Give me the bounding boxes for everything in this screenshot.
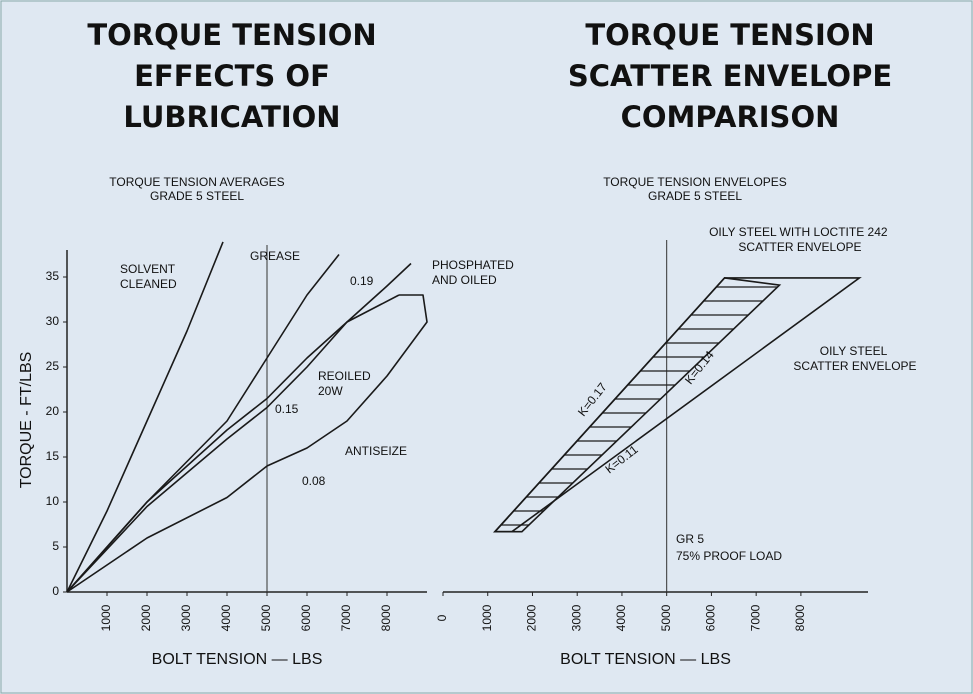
x-tick-label: 6000	[704, 604, 718, 631]
x-tick-label: 4000	[219, 604, 233, 631]
annotation: GR 5	[676, 532, 704, 546]
annotation: 0.15	[275, 402, 299, 416]
series-line	[66, 294, 400, 593]
chart-title: TORQUE TENSION	[585, 18, 874, 52]
x-tick-label: 2000	[139, 604, 153, 631]
chart-subtitle: GRADE 5 STEEL	[150, 189, 244, 203]
series-label: OILY STEEL WITH LOCTITE 242 SCATTER ENVE…	[709, 225, 891, 254]
series-label: PHOSPHATED AND OILED	[432, 258, 517, 287]
x-tick-label: 1000	[480, 604, 494, 631]
annotation: 0.08	[302, 474, 326, 488]
x-axis-label: BOLT TENSION — LBS	[152, 651, 323, 668]
y-tick-label: 0	[52, 584, 59, 598]
x-tick-label: 4000	[614, 604, 628, 631]
chart-subtitle: TORQUE TENSION ENVELOPES	[603, 175, 787, 189]
series-line	[66, 262, 412, 593]
y-tick-label: 25	[46, 359, 60, 373]
y-tick-label: 20	[46, 404, 60, 418]
annotation: 0.19	[350, 274, 374, 288]
chart-title: EFFECTS OF	[134, 59, 330, 93]
series-label: SOLVENT CLEANED	[120, 262, 178, 291]
x-tick-label: 6000	[299, 604, 313, 631]
y-tick-label: 35	[46, 269, 60, 283]
x-tick-label: 8000	[379, 604, 393, 631]
x-tick-label: 2000	[525, 604, 539, 631]
chart-title: SCATTER ENVELOPE	[568, 59, 892, 93]
chart-subtitle: GRADE 5 STEEL	[648, 189, 742, 203]
x-tick-label: 3000	[179, 604, 193, 631]
x-axis-label: BOLT TENSION — LBS	[560, 651, 731, 668]
series-line	[66, 241, 224, 593]
x-tick-label: 0	[435, 614, 449, 621]
y-tick-label: 30	[46, 314, 60, 328]
x-tick-label: 7000	[748, 604, 762, 631]
x-tick-label: 1000	[99, 604, 113, 631]
x-tick-label: 8000	[793, 604, 807, 631]
envelope	[493, 277, 862, 533]
chart-title: COMPARISON	[621, 100, 840, 134]
chart-title: TORQUE TENSION	[87, 18, 376, 52]
chart-title: LUBRICATION	[123, 100, 340, 134]
series-label: REOILED 20W	[318, 369, 374, 398]
y-tick-label: 5	[52, 539, 59, 553]
x-tick-label: 5000	[659, 604, 673, 631]
x-tick-label: 3000	[569, 604, 583, 631]
y-axis-label: TORQUE - FT/LBS	[18, 352, 35, 489]
x-tick-label: 7000	[339, 604, 353, 631]
series-label: GREASE	[250, 249, 300, 263]
series-label: OILY STEEL SCATTER ENVELOPE	[793, 344, 916, 373]
y-tick-label: 10	[46, 494, 60, 508]
x-tick-label: 5000	[259, 604, 273, 631]
series-line	[66, 294, 428, 593]
series-label: ANTISEIZE	[345, 444, 407, 458]
annotation: 75% PROOF LOAD	[676, 549, 782, 563]
chart-subtitle: TORQUE TENSION AVERAGES	[109, 175, 284, 189]
y-tick-label: 15	[46, 449, 60, 463]
